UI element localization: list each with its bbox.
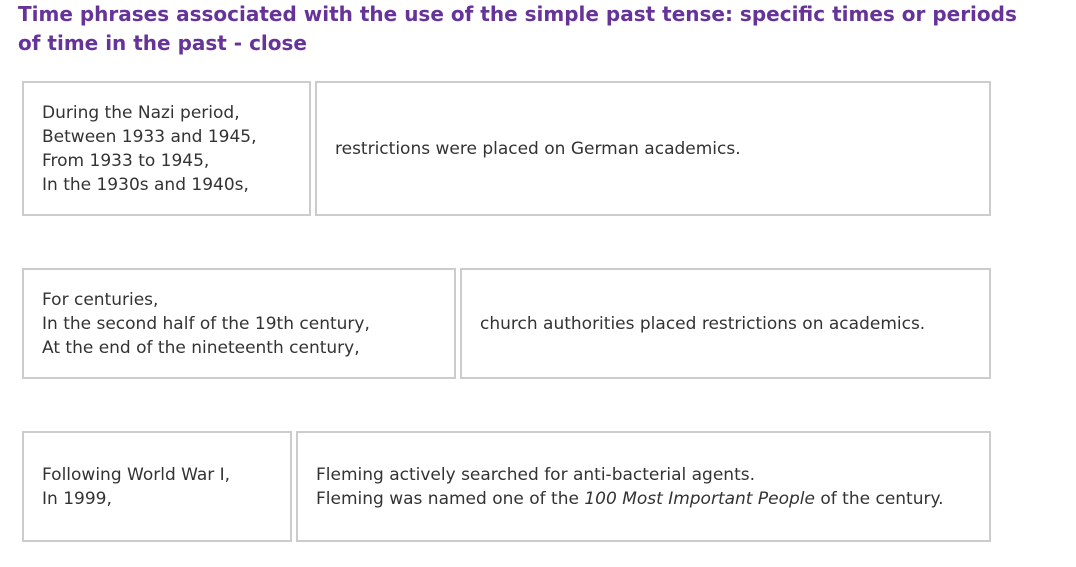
time-phrase: In the second half of the 19th century, bbox=[42, 313, 370, 334]
time-phrase: During the Nazi period, bbox=[42, 102, 240, 123]
sentence-text: Fleming was named one of the bbox=[316, 488, 579, 509]
sentence-text: of the century. bbox=[820, 488, 944, 509]
sentence-cell: Fleming actively searched for anti-bacte… bbox=[296, 431, 991, 542]
sentence: church authorities placed restrictions o… bbox=[480, 313, 926, 334]
sentence-cell: restrictions were placed on German acade… bbox=[315, 81, 991, 216]
phrase-row: For centuries, In the second half of the… bbox=[22, 268, 991, 379]
phrase-row: During the Nazi period, Between 1933 and… bbox=[22, 81, 991, 216]
time-phrase: For centuries, bbox=[42, 289, 159, 310]
sentence-cell: church authorities placed restrictions o… bbox=[460, 268, 991, 379]
page-title: Time phrases associated with the use of … bbox=[18, 2, 1017, 55]
time-phrases-cell: During the Nazi period, Between 1933 and… bbox=[22, 81, 311, 216]
sentence: Fleming was named one of the 100 Most Im… bbox=[316, 487, 944, 511]
time-phrases-cell: Following World War I, In 1999, bbox=[22, 431, 292, 542]
time-phrase: From 1933 to 1945, bbox=[42, 150, 210, 171]
phrase-row: Following World War I, In 1999, Fleming … bbox=[22, 431, 991, 542]
sentence: restrictions were placed on German acade… bbox=[335, 138, 741, 159]
time-phrase: In the 1930s and 1940s, bbox=[42, 174, 249, 195]
time-phrase: At the end of the nineteenth century, bbox=[42, 337, 360, 358]
emphasized-title: 100 Most Important People bbox=[584, 488, 815, 509]
time-phrases-cell: For centuries, In the second half of the… bbox=[22, 268, 456, 379]
time-phrase: Following World War I, bbox=[42, 464, 231, 485]
time-phrase: In 1999, bbox=[42, 488, 112, 509]
time-phrase: Between 1933 and 1945, bbox=[42, 126, 257, 147]
sentence: Fleming actively searched for anti-bacte… bbox=[316, 464, 755, 485]
